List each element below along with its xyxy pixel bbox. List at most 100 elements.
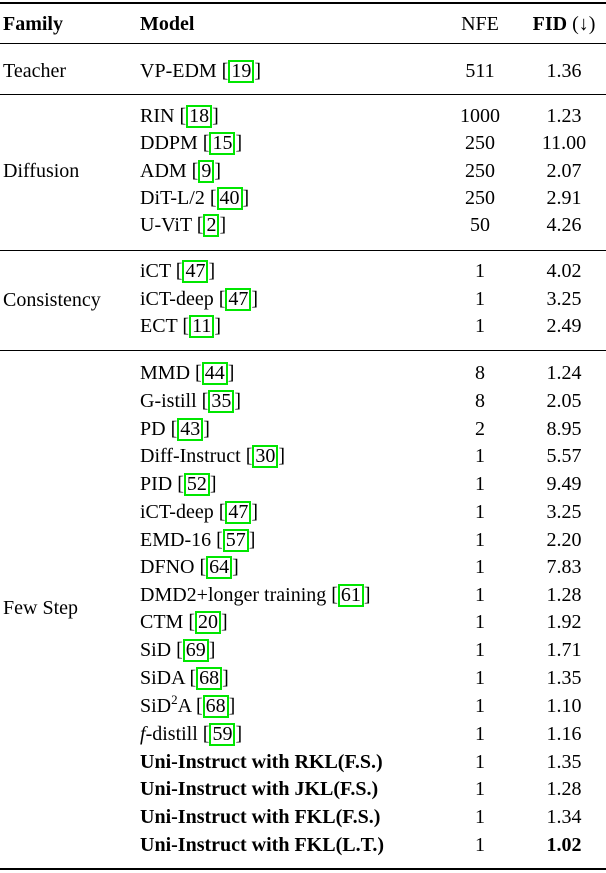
model-name: SiD [69] [140,639,216,662]
citation-link[interactable]: 59 [209,723,236,746]
model-name-text: DFNO [140,556,195,578]
nfe-value: 1 [475,584,485,606]
citation-link[interactable]: 11 [189,315,215,338]
citation-link[interactable]: 2 [203,214,220,237]
model-name: CTM [20] [140,611,228,634]
nfe-value: 50 [470,214,490,236]
nfe-value: 1 [475,288,485,310]
citation-link[interactable]: 20 [195,611,222,634]
nfe-value: 1 [475,751,485,773]
header-model: Model [140,13,195,35]
nfe-value: 1000 [460,105,500,127]
fid-value: 1.71 [546,639,582,661]
nfe-value: 1 [475,806,485,828]
model-name: Uni-Instruct with FKL(L.T.) [140,833,384,857]
header-fid-label: FID [532,13,568,35]
citation-link[interactable]: 47 [225,501,252,524]
model-name-text: MMD [140,362,191,384]
citation-link[interactable]: 47 [182,260,209,283]
model-name-italic: f [140,723,146,745]
fid-value: 1.28 [546,778,582,800]
header-fid: FID (↓) [525,12,603,36]
citation-link[interactable]: 68 [196,667,223,690]
fid-value: 2.20 [546,529,582,551]
model-name: RIN [18] [140,105,219,128]
model-name-text: VP-EDM [140,60,217,82]
model-name-text: iCT-deep [140,288,214,310]
nfe-value: 1 [475,529,485,551]
citation-link[interactable]: 52 [183,473,210,496]
fid-value: 1.16 [546,723,582,745]
nfe-value: 1 [475,667,485,689]
model-name-text: SiDA [140,667,185,689]
citation-link[interactable]: 69 [182,639,209,662]
citation-link[interactable]: 64 [206,556,233,579]
model-name: iCT [47] [140,260,216,283]
nfe-value: 2 [475,418,485,440]
citation-link[interactable]: 47 [225,288,252,311]
fid-value: 9.49 [546,473,582,495]
fid-value: 1.23 [546,105,582,127]
model-name: DMD2+longer training [61] [140,584,371,607]
model-name-text: ECT [140,315,178,337]
group-rule [0,250,606,251]
fid-value: 1.36 [546,60,582,82]
model-name-text: iCT-deep [140,501,214,523]
header-rule [0,43,606,44]
citation-link[interactable]: 40 [216,187,243,210]
model-name: ECT [11] [140,315,222,338]
citation-link[interactable]: 9 [198,160,215,183]
nfe-value: 1 [475,834,485,856]
nfe-value: 8 [475,390,485,412]
group-rule [0,350,606,351]
model-name: iCT-deep [47] [140,501,259,524]
citation-link[interactable]: 35 [208,390,235,413]
citation-link[interactable]: 44 [201,362,228,385]
group-rule [0,94,606,95]
fid-value: 2.05 [546,390,582,412]
header-fid-arrow: (↓) [567,13,596,35]
citation-link[interactable]: 57 [222,529,249,552]
nfe-value: 1 [475,473,485,495]
fid-value: 5.57 [546,445,582,467]
nfe-value: 1 [475,723,485,745]
family-label: Diffusion [3,160,80,182]
model-name-text: SiD [140,639,172,661]
nfe-value: 1 [475,611,485,633]
fid-value: 8.95 [546,418,582,440]
fid-value: 1.02 [546,834,582,856]
model-name-text: Uni-Instruct with FKL(L.T.) [140,834,385,856]
model-name-text: DMD2+longer training [140,584,327,606]
model-name-part: A [177,695,191,717]
nfe-value: 250 [465,132,495,154]
model-name-text: DiT-L/2 [140,187,205,209]
nfe-value: 1 [475,639,485,661]
model-name: EMD-16 [57] [140,529,256,552]
fid-value: 7.83 [546,556,582,578]
citation-link[interactable]: 43 [177,418,204,441]
nfe-value: 1 [475,695,485,717]
nfe-value: 1 [475,556,485,578]
model-name-text: Uni-Instruct with FKL(F.S.) [140,806,381,828]
family-label: Consistency [3,289,101,311]
citation-link[interactable]: 19 [228,60,255,83]
citation-link[interactable]: 61 [337,584,364,607]
model-name-part: -distill [145,723,198,745]
citation-link[interactable]: 15 [209,132,236,155]
family-label: Few Step [3,597,78,619]
citation-link[interactable]: 30 [252,445,279,468]
model-name: DiT-L/2 [40] [140,187,250,210]
model-name-text: Uni-Instruct with JKL(F.S.) [140,778,379,800]
fid-value: 1.34 [546,806,582,828]
model-name: U-ViT [2] [140,214,227,237]
fid-value: 4.26 [546,214,582,236]
citation-link[interactable]: 68 [202,695,229,718]
fid-value: 1.35 [546,667,582,689]
model-name-text: iCT [140,260,171,282]
bottom-rule [0,868,606,870]
model-name: SiD2A [68] [140,692,236,718]
model-name: MMD [44] [140,362,235,385]
fid-value: 1.35 [546,751,582,773]
nfe-value: 8 [475,362,485,384]
citation-link[interactable]: 18 [186,105,213,128]
